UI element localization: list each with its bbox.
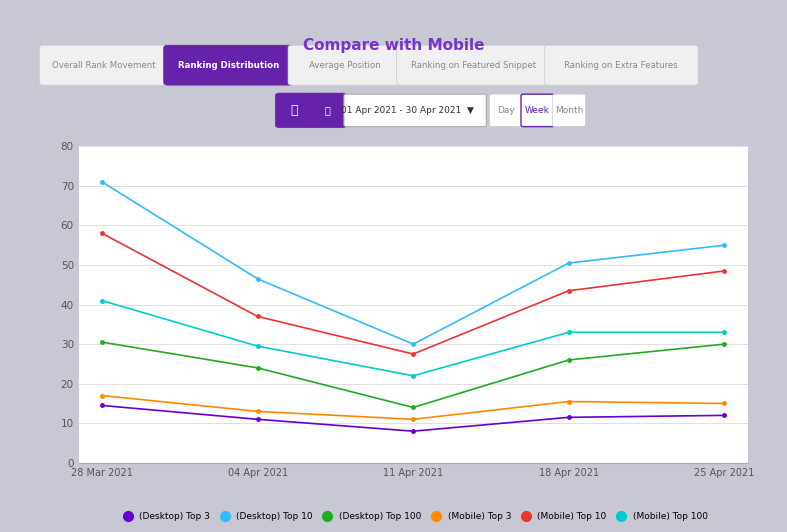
Legend: (Desktop) Top 3, (Desktop) Top 10, (Desktop) Top 100, (Mobile) Top 3, (Mobile) T: (Desktop) Top 3, (Desktop) Top 10, (Desk… (115, 509, 711, 525)
Text: Compare with Mobile: Compare with Mobile (303, 38, 484, 53)
Text: Ranking on Featured Snippet: Ranking on Featured Snippet (411, 61, 536, 70)
Text: 📱: 📱 (324, 106, 331, 115)
Text: 01 Apr 2021 - 30 Apr 2021  ▼: 01 Apr 2021 - 30 Apr 2021 ▼ (342, 106, 474, 115)
Text: Overall Rank Movement: Overall Rank Movement (53, 61, 156, 70)
Text: Ranking Distribution: Ranking Distribution (178, 61, 279, 70)
Text: Day: Day (497, 106, 515, 115)
Text: ⬜: ⬜ (290, 104, 298, 117)
Text: Ranking on Extra Features: Ranking on Extra Features (564, 61, 678, 70)
Text: Week: Week (525, 106, 550, 115)
Text: Average Position: Average Position (309, 61, 381, 70)
Text: Month: Month (555, 106, 583, 115)
